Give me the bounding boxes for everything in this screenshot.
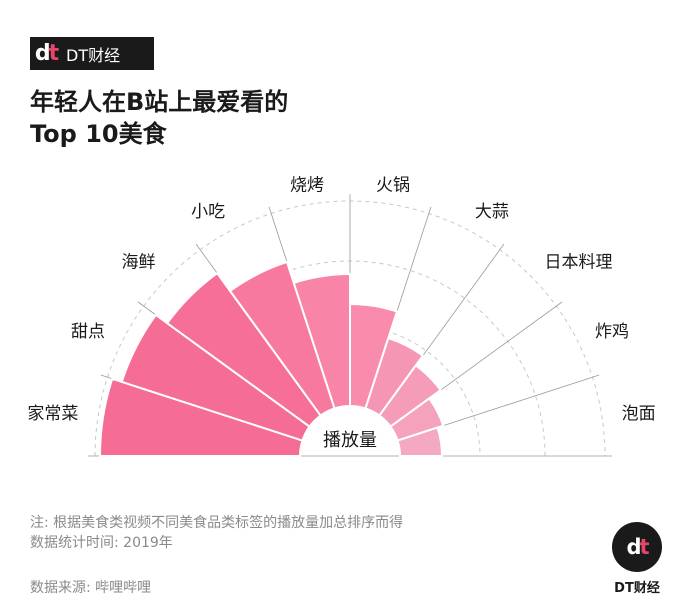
stat-period: 数据统计时间: 2019年 <box>30 535 173 551</box>
chart-title-line1: 年轻人在B站上最爱看的 <box>30 88 289 116</box>
bar-3 <box>165 271 323 429</box>
category-label-2: 甜点 <box>71 322 105 342</box>
chart-title: 年轻人在B站上最爱看的 Top 10美食 <box>30 86 288 150</box>
category-label-7: 大蒜 <box>475 202 509 222</box>
bar-2 <box>120 313 311 442</box>
category-label-9: 炸鸡 <box>595 322 629 342</box>
category-label-3: 海鲜 <box>122 253 156 273</box>
category-label-8: 日本料理 <box>544 253 612 273</box>
category-label-5: 烧烤 <box>290 175 324 195</box>
data-source: 数据来源: 哔哩哔哩 <box>30 580 152 596</box>
category-label-4: 小吃 <box>191 202 225 222</box>
center-value-label: 播放量 <box>323 430 377 451</box>
category-label-6: 火锅 <box>376 175 410 195</box>
brand-name: DT财经 <box>66 45 121 65</box>
corner-brand-name: DT财经 <box>614 581 660 596</box>
bar-5 <box>292 272 351 410</box>
category-label-1: 家常菜 <box>27 404 78 424</box>
bar-10 <box>396 426 444 457</box>
footnote: 注: 根据美食类视频不同美食品类标签的播放量加总排序而得 <box>30 515 404 531</box>
category-label-10: 泡面 <box>622 404 656 424</box>
bar-4 <box>228 260 336 417</box>
chart-bars <box>98 260 445 457</box>
bar-1 <box>98 377 304 457</box>
chart-title-line2: Top 10美食 <box>30 120 167 148</box>
grid-ring-1 <box>219 325 481 457</box>
